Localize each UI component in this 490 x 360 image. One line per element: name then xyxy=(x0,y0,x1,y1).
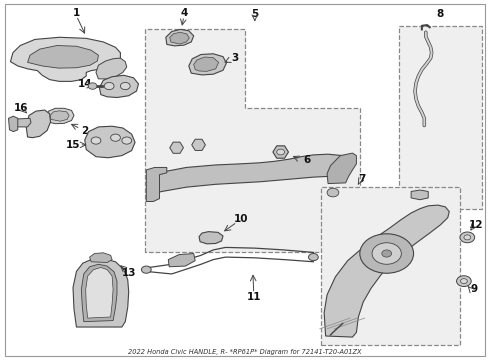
Text: 1: 1 xyxy=(73,8,80,18)
Polygon shape xyxy=(86,267,113,318)
Polygon shape xyxy=(26,110,50,138)
Text: 5: 5 xyxy=(251,9,258,19)
Text: 13: 13 xyxy=(122,267,136,278)
Polygon shape xyxy=(170,32,189,44)
Circle shape xyxy=(461,279,467,284)
Text: 12: 12 xyxy=(468,220,483,230)
Text: 4: 4 xyxy=(180,8,188,18)
Polygon shape xyxy=(8,116,18,132)
Circle shape xyxy=(122,137,132,144)
Polygon shape xyxy=(10,37,121,81)
Polygon shape xyxy=(50,111,69,121)
Polygon shape xyxy=(27,45,98,68)
Polygon shape xyxy=(327,153,356,184)
Text: 15: 15 xyxy=(66,140,80,150)
Circle shape xyxy=(309,253,318,261)
Polygon shape xyxy=(199,231,223,244)
Circle shape xyxy=(104,82,114,90)
Circle shape xyxy=(88,83,97,89)
Polygon shape xyxy=(96,58,127,79)
Text: 2022 Honda Civic HANDLE, R- *RP61P* Diagram for 72141-T20-A01ZX: 2022 Honda Civic HANDLE, R- *RP61P* Diag… xyxy=(128,349,362,355)
Circle shape xyxy=(142,266,151,273)
Circle shape xyxy=(91,137,101,144)
Text: 8: 8 xyxy=(437,9,444,19)
Polygon shape xyxy=(90,253,112,262)
Text: 10: 10 xyxy=(234,215,248,224)
Polygon shape xyxy=(73,259,129,327)
Circle shape xyxy=(277,149,285,155)
Circle shape xyxy=(464,235,471,240)
Polygon shape xyxy=(150,154,352,194)
Polygon shape xyxy=(189,54,226,75)
Circle shape xyxy=(121,82,130,90)
Text: 6: 6 xyxy=(303,155,310,165)
Text: 9: 9 xyxy=(470,284,477,294)
Polygon shape xyxy=(168,253,195,267)
Polygon shape xyxy=(170,142,183,153)
FancyBboxPatch shape xyxy=(399,26,482,209)
Text: 11: 11 xyxy=(246,292,261,302)
Polygon shape xyxy=(99,75,139,98)
Polygon shape xyxy=(46,108,74,124)
Polygon shape xyxy=(411,190,428,200)
FancyBboxPatch shape xyxy=(321,187,460,345)
Polygon shape xyxy=(85,126,135,158)
Circle shape xyxy=(111,134,121,141)
Polygon shape xyxy=(145,30,360,252)
Circle shape xyxy=(382,250,392,257)
Circle shape xyxy=(327,188,339,197)
Polygon shape xyxy=(81,264,117,321)
Text: 16: 16 xyxy=(14,103,28,113)
Polygon shape xyxy=(273,146,289,158)
Polygon shape xyxy=(194,57,219,71)
Polygon shape xyxy=(166,30,194,46)
Text: 3: 3 xyxy=(232,53,239,63)
Circle shape xyxy=(372,243,401,264)
Circle shape xyxy=(360,234,414,273)
Polygon shape xyxy=(12,118,31,127)
Polygon shape xyxy=(192,139,205,150)
Text: 14: 14 xyxy=(78,79,93,89)
Circle shape xyxy=(457,276,471,287)
Polygon shape xyxy=(324,205,449,337)
Polygon shape xyxy=(147,167,167,202)
Circle shape xyxy=(460,232,475,243)
Text: 2: 2 xyxy=(81,126,88,135)
Text: 7: 7 xyxy=(359,174,366,184)
